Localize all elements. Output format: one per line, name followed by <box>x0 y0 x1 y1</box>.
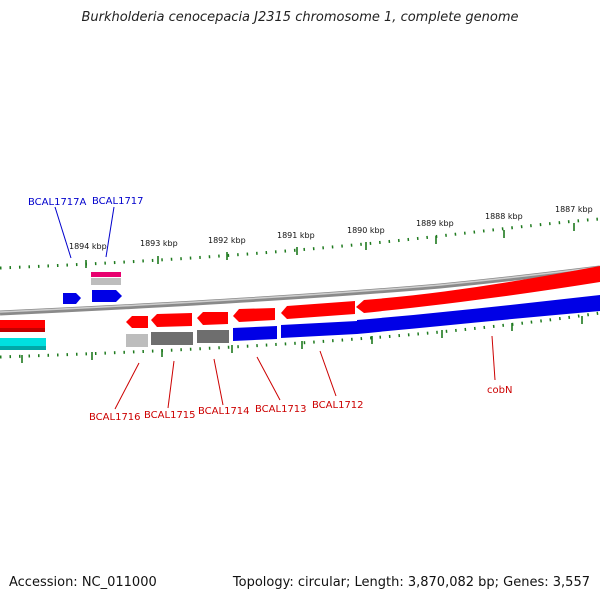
gene-label: cobN <box>487 385 512 396</box>
gene-label: BCAL1715 <box>144 410 196 421</box>
gene-cobn-blue <box>357 295 600 334</box>
upper-strand-features <box>63 272 122 304</box>
scale-labels: 1894 kbp 1893 kbp 1892 kbp 1891 kbp 1890… <box>69 205 593 251</box>
gene-bcal1713 <box>233 308 275 322</box>
reverse-strand-genes <box>126 295 600 347</box>
pointer-bcal1717a <box>54 206 72 259</box>
scale-label: 1893 kbp <box>140 239 178 248</box>
scale-label: 1892 kbp <box>208 236 246 245</box>
gene-label: BCAL1712 <box>312 400 364 411</box>
gene-label: BCAL1717A <box>28 197 87 208</box>
pointer-bcal1713 <box>256 356 281 401</box>
scale-label: 1890 kbp <box>347 226 385 235</box>
feature-light-gray <box>91 278 121 285</box>
feature-left-red-shade <box>0 328 45 332</box>
scale-label: 1889 kbp <box>416 219 454 228</box>
pointer-cobn <box>491 335 496 381</box>
gene-bcal1716 <box>126 316 148 328</box>
lower-scale-ticks <box>0 311 600 359</box>
gene-label: BCAL1713 <box>255 404 307 415</box>
forward-strand-genes <box>126 266 600 328</box>
feature-magenta <box>91 272 121 277</box>
gene-label: BCAL1716 <box>89 412 141 423</box>
gene-label: BCAL1717 <box>92 196 144 207</box>
gene-bcal1715 <box>151 313 192 327</box>
gene-label: BCAL1714 <box>198 406 250 417</box>
chromosome-backbone-highlight <box>0 266 600 313</box>
pointer-bcal1716 <box>114 362 140 410</box>
gene-bcal1715-pseudo <box>151 332 193 345</box>
accession-text: Accession: NC_011000 <box>9 575 157 590</box>
lower-major-ticks <box>21 316 583 363</box>
left-edge-features <box>0 320 46 350</box>
genome-summary-text: Topology: circular; Length: 3,870,082 bp… <box>232 575 590 590</box>
scale-label: 1887 kbp <box>555 205 593 214</box>
gene-bcal1714 <box>197 312 228 325</box>
gene-bcal1714-pseudo <box>197 330 229 343</box>
feature-bcal1717a-arrow <box>63 293 81 304</box>
feature-bcal1717-arrow <box>92 290 122 302</box>
pointer-bcal1712 <box>319 350 337 397</box>
scale-label: 1891 kbp <box>277 231 315 240</box>
gene-bcal1713-blue <box>233 326 277 341</box>
chromosome-backbone <box>0 265 600 316</box>
upper-major-ticks <box>85 223 575 268</box>
gene-bcal1712-blue <box>281 321 357 338</box>
gene-bcal1712 <box>281 301 355 319</box>
pointer-bcal1714 <box>213 358 224 406</box>
pointer-bcal1717 <box>105 206 115 258</box>
gene-bcal1716-pseudo <box>126 334 148 347</box>
pointer-bcal1715 <box>167 360 175 409</box>
feature-left-cyan-shade <box>0 346 46 350</box>
label-pointer-lines <box>54 206 496 410</box>
gene-cobn <box>356 266 600 313</box>
gene-labels: BCAL1717A BCAL1717 BCAL1716 BCAL1715 BCA… <box>28 196 512 423</box>
map-title: Burkholderia cenocepacia J2315 chromosom… <box>81 10 519 25</box>
scale-label: 1894 kbp <box>69 242 107 251</box>
scale-label: 1888 kbp <box>485 212 523 221</box>
